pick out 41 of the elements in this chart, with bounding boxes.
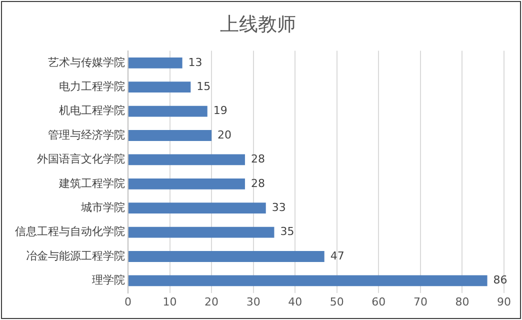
data-label: 35 xyxy=(280,225,294,238)
x-tick-label: 60 xyxy=(372,295,386,308)
data-label: 28 xyxy=(250,152,265,166)
y-tick-label: 建筑工程学院 xyxy=(58,176,125,190)
x-tick-label: 70 xyxy=(413,295,428,308)
x-tick-label: 40 xyxy=(288,295,302,308)
y-tick-label: 艺术与传媒学院 xyxy=(48,56,125,69)
data-label: 47 xyxy=(330,249,344,262)
bar xyxy=(128,130,212,141)
bar xyxy=(128,57,182,68)
x-tick-label: 30 xyxy=(246,295,260,308)
y-tick-label: 电力工程学院 xyxy=(59,80,125,93)
x-tick-label: 0 xyxy=(124,295,132,308)
y-tick-label: 外国语言文化学院 xyxy=(37,152,125,166)
data-label: 13 xyxy=(188,56,202,69)
bar xyxy=(128,106,208,117)
y-tick-label: 冶金与能源工程学院 xyxy=(26,249,125,262)
x-tick-label: 80 xyxy=(455,295,470,308)
data-label: 20 xyxy=(218,128,232,142)
bar xyxy=(128,251,324,262)
bar xyxy=(128,82,191,93)
bar xyxy=(128,154,245,166)
data-label: 86 xyxy=(493,274,508,287)
x-tick-label: 10 xyxy=(162,295,177,308)
y-tick-label: 信息工程与自动化学院 xyxy=(15,225,125,238)
bar xyxy=(128,202,266,214)
data-label: 33 xyxy=(272,200,286,214)
data-label: 19 xyxy=(213,104,228,118)
bar xyxy=(128,275,488,286)
chart-title: 上线教师 xyxy=(220,13,296,36)
data-label: 15 xyxy=(196,80,211,93)
y-tick-label: 管理与经济学院 xyxy=(48,128,125,142)
y-tick-label: 城市学院 xyxy=(80,200,125,214)
bar xyxy=(128,226,274,238)
data-label: 28 xyxy=(250,176,265,190)
y-tick-label: 理学院 xyxy=(92,274,125,287)
x-tick-label: 90 xyxy=(497,295,511,308)
x-tick-label: 50 xyxy=(330,295,344,308)
y-tick-label: 机电工程学院 xyxy=(59,104,125,118)
x-tick-label: 20 xyxy=(204,295,219,308)
bar xyxy=(128,178,245,190)
